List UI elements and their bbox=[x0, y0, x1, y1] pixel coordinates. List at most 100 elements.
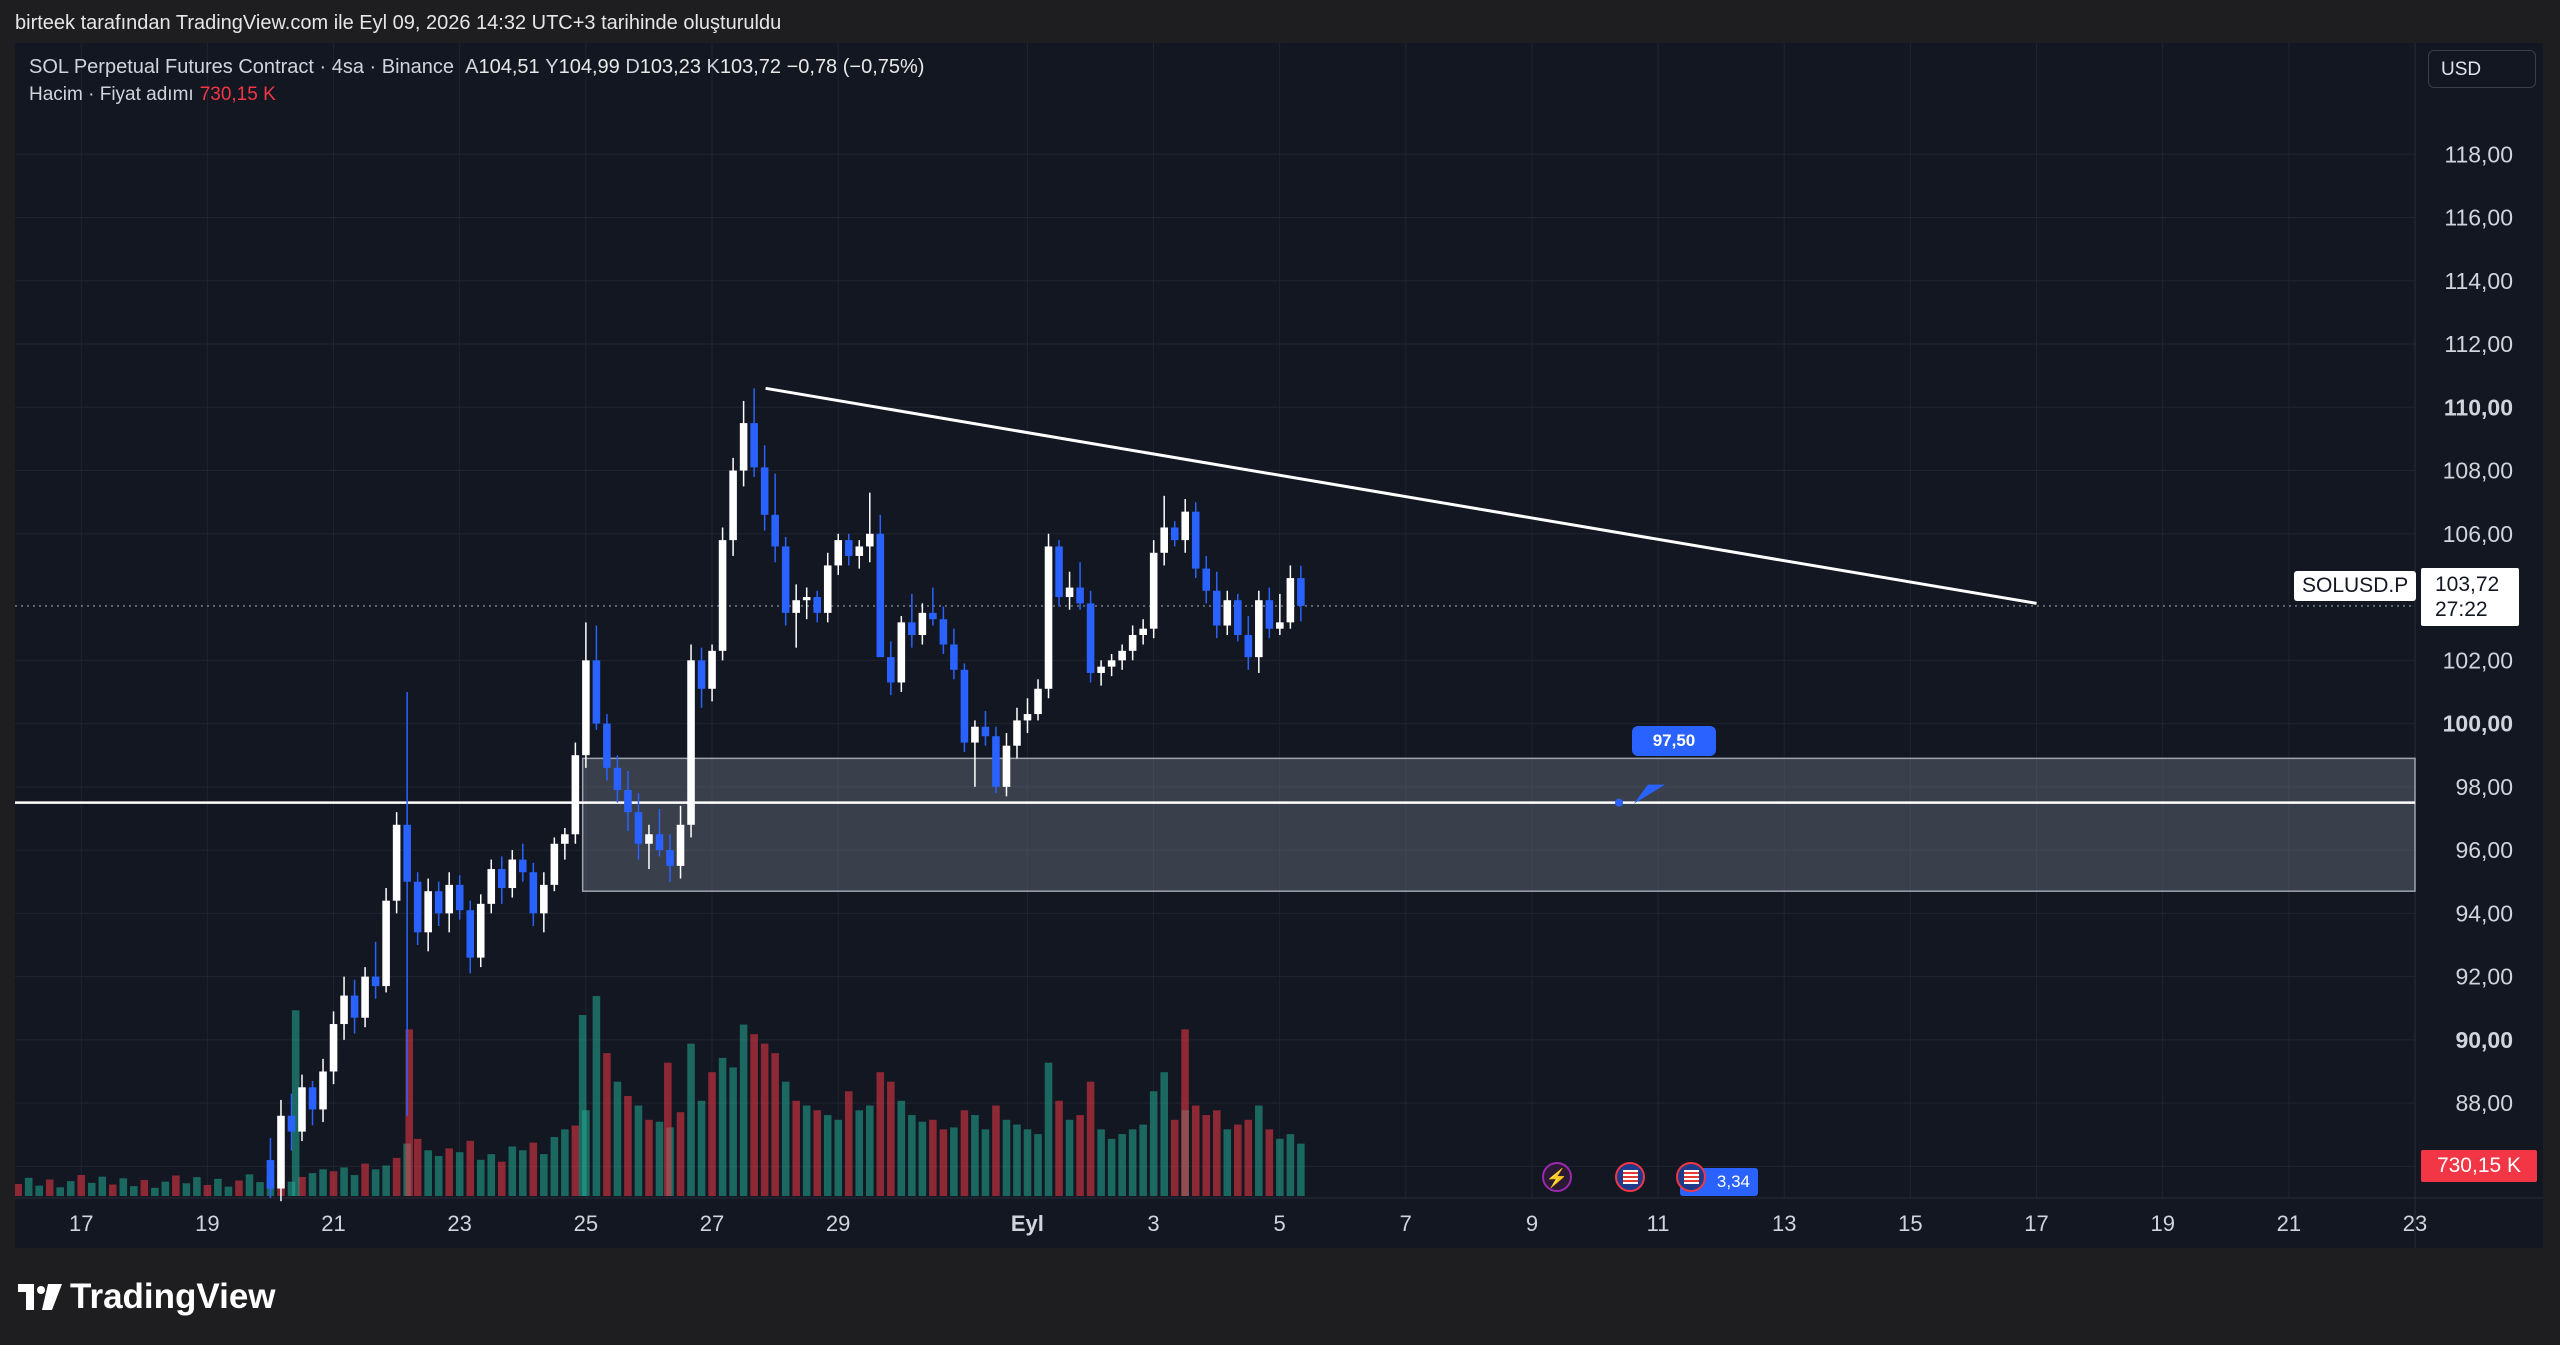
y-axis-tick-label: 88,00 bbox=[2455, 1090, 2513, 1116]
candle-body bbox=[1212, 590, 1221, 626]
candle-body bbox=[760, 467, 769, 515]
volume-bar bbox=[224, 1186, 233, 1196]
volume-bar bbox=[781, 1081, 790, 1196]
x-axis-tick-label: 19 bbox=[195, 1211, 219, 1236]
y-axis-tick-label: 114,00 bbox=[2444, 268, 2513, 294]
x-axis-tick-label: 23 bbox=[447, 1211, 471, 1236]
candle-body bbox=[960, 669, 969, 743]
volume-bar bbox=[865, 1105, 874, 1196]
volume-bar bbox=[687, 1043, 695, 1196]
candle-body bbox=[855, 546, 864, 556]
brand-text: TradingView bbox=[70, 1277, 276, 1316]
volume-bar bbox=[434, 1156, 443, 1196]
volume-bar bbox=[1055, 1100, 1063, 1196]
price-chart[interactable]: 86,0088,0090,0092,0094,0096,0098,00100,0… bbox=[15, 43, 2543, 1248]
volume-bar bbox=[855, 1110, 864, 1196]
volume-bar bbox=[319, 1169, 327, 1196]
candle-body bbox=[592, 660, 601, 724]
volume-bar bbox=[350, 1175, 359, 1196]
candle-body bbox=[908, 622, 916, 636]
candle-body bbox=[1170, 527, 1179, 541]
candle-body bbox=[287, 1115, 296, 1132]
level-price-label[interactable]: 97,50 bbox=[1632, 726, 1716, 756]
candle-body bbox=[340, 995, 348, 1025]
candle-body bbox=[613, 767, 622, 790]
volume-bar bbox=[98, 1176, 107, 1196]
volume-bar bbox=[1181, 1029, 1189, 1196]
open-label: A bbox=[465, 56, 479, 78]
candle-body bbox=[981, 726, 990, 737]
candle-body bbox=[1034, 688, 1042, 715]
volume-bar bbox=[1286, 1134, 1295, 1196]
candle-body bbox=[739, 423, 748, 471]
volume-bar bbox=[634, 1105, 643, 1196]
candle-body bbox=[392, 824, 401, 901]
volume-bar bbox=[760, 1043, 769, 1196]
descending-trendline bbox=[765, 386, 2037, 605]
volume-bar bbox=[329, 1171, 338, 1196]
candle-body bbox=[1107, 660, 1116, 667]
attribution-text: birteek tarafından TradingView.com ile E… bbox=[15, 12, 782, 34]
volume-tag: 730,15 K bbox=[2421, 1150, 2537, 1182]
volume-bar bbox=[466, 1140, 475, 1196]
volume-bar bbox=[245, 1174, 254, 1196]
x-axis-tick-label: 7 bbox=[1400, 1211, 1412, 1236]
volume-bar bbox=[771, 1053, 779, 1196]
high-value: 104,99 bbox=[558, 56, 620, 78]
candle-body bbox=[1286, 578, 1295, 623]
candle-body bbox=[1055, 546, 1063, 598]
currency-button[interactable]: USD bbox=[2428, 50, 2536, 88]
volume-bar bbox=[939, 1129, 948, 1196]
lightning-icon[interactable]: ⚡ bbox=[1542, 1162, 1572, 1192]
candle-body bbox=[603, 723, 611, 768]
candle-body bbox=[403, 824, 411, 882]
close-label: K bbox=[706, 56, 720, 78]
volume-bar bbox=[497, 1161, 506, 1196]
candle-body bbox=[1139, 628, 1147, 636]
volume-bar bbox=[1107, 1138, 1116, 1196]
tradingview-logo[interactable]: TradingView bbox=[18, 1277, 276, 1317]
volume-bar bbox=[1118, 1134, 1126, 1196]
candle-body bbox=[750, 423, 758, 468]
volume-bar bbox=[834, 1119, 843, 1196]
candle-body bbox=[487, 869, 496, 904]
candle-body bbox=[1255, 600, 1263, 658]
volume-bar bbox=[1128, 1129, 1137, 1196]
volume-bar bbox=[603, 1053, 611, 1196]
volume-bar bbox=[151, 1187, 159, 1196]
candle-body bbox=[865, 533, 874, 547]
candle-body bbox=[624, 789, 632, 813]
volume-bar bbox=[529, 1142, 538, 1196]
candle-body bbox=[813, 597, 821, 613]
close-value: 103,72 bbox=[719, 56, 782, 78]
candle-body bbox=[266, 1160, 275, 1189]
volume-bar bbox=[1297, 1143, 1305, 1196]
candle-body bbox=[645, 834, 653, 844]
volume-bar bbox=[161, 1181, 170, 1196]
volume-bar bbox=[1244, 1119, 1253, 1196]
candle-body bbox=[708, 650, 716, 689]
us-flag-icon[interactable] bbox=[1676, 1162, 1706, 1192]
us-flag-icon[interactable] bbox=[1615, 1162, 1645, 1192]
y-axis-tick-label: 90,00 bbox=[2455, 1027, 2513, 1053]
candle-body bbox=[582, 660, 590, 756]
volume-bar bbox=[981, 1129, 990, 1196]
volume-bar bbox=[287, 1181, 296, 1196]
candle-body bbox=[876, 533, 885, 658]
volume-bar bbox=[992, 1105, 1000, 1196]
volume-bar bbox=[792, 1100, 800, 1196]
volume-bar bbox=[918, 1121, 927, 1196]
x-axis-tick-label: 15 bbox=[1898, 1211, 1922, 1236]
candle-body bbox=[350, 995, 359, 1018]
volume-label[interactable]: Hacim · Fiyat adımı bbox=[29, 84, 194, 105]
legend-volume: Hacim · Fiyat adımı 730,15 K bbox=[29, 84, 276, 106]
instrument-title[interactable]: SOL Perpetual Futures Contract · 4sa · B… bbox=[29, 56, 455, 78]
candle-body bbox=[508, 859, 517, 889]
chart-background bbox=[15, 43, 2543, 1248]
candle-body bbox=[1223, 600, 1232, 626]
candle-body bbox=[1044, 546, 1053, 689]
volume-bar bbox=[750, 1034, 758, 1196]
candle-body bbox=[1065, 587, 1074, 598]
candle-body bbox=[329, 1024, 338, 1072]
candle-body bbox=[1013, 720, 1021, 746]
